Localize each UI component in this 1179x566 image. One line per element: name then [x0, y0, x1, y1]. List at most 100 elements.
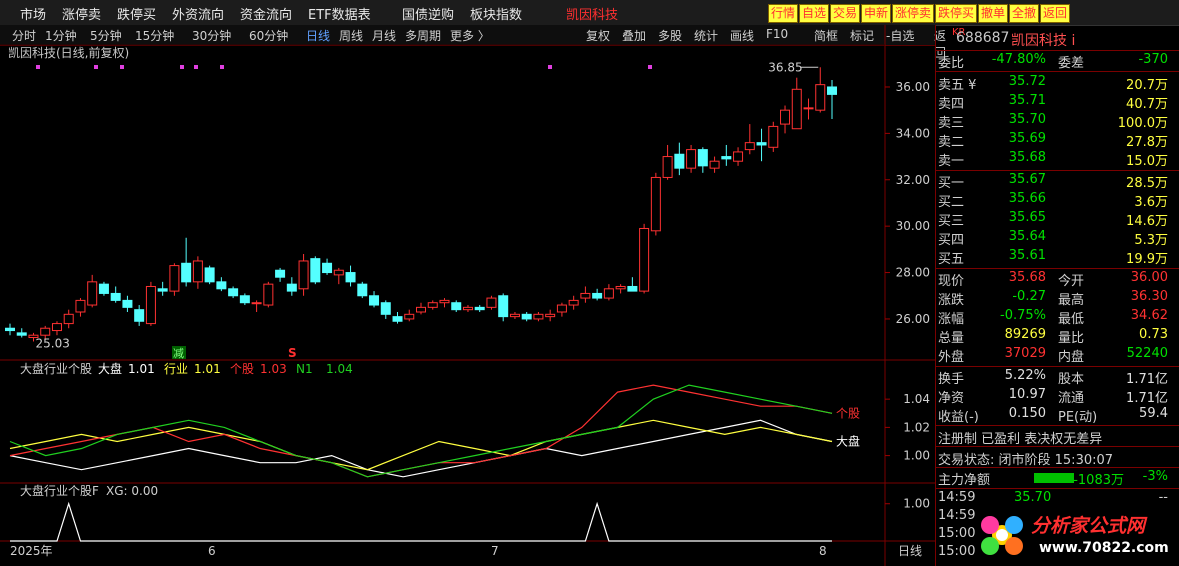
quote-row: 总量 89269 量比 0.73: [936, 327, 1172, 346]
menu-button[interactable]: 涨停卖: [892, 4, 935, 23]
book-price: 35.61: [1008, 248, 1046, 263]
period-tab[interactable]: 30分钟: [192, 29, 232, 43]
tool-button[interactable]: 叠加: [622, 29, 647, 43]
quote-row: 卖一 35.68 15.0万: [936, 150, 1172, 169]
field-label: 今开: [1058, 274, 1085, 289]
stock-code: 688687: [956, 30, 1010, 46]
period-tab[interactable]: 更多 〉: [450, 29, 490, 43]
quote-row: 净资 10.97 流通 1.71亿: [936, 387, 1172, 406]
tick-time: 15:00: [938, 544, 976, 559]
period-tab[interactable]: 1分钟: [45, 29, 77, 43]
tool-button[interactable]: 统计: [694, 29, 719, 43]
field-value: 37029: [1004, 346, 1046, 361]
menu-item[interactable]: 市场: [20, 8, 47, 23]
y-tick-label: 26.00: [896, 312, 930, 326]
field-label: 现价: [938, 274, 965, 289]
stock-name: 凯因科技 i: [1011, 33, 1076, 49]
candle-body: [380, 302, 391, 315]
book-volume: 28.5万: [1126, 176, 1168, 191]
menu-button[interactable]: 申新: [861, 4, 892, 23]
period-tab[interactable]: 日线: [306, 29, 331, 43]
book-price: 35.66: [1008, 191, 1046, 206]
menu-button[interactable]: 自选: [799, 4, 830, 23]
menu-button[interactable]: 撤单: [978, 4, 1009, 23]
menu-item[interactable]: 资金流向: [240, 8, 293, 23]
field-value: 59.4: [1139, 406, 1168, 421]
menu-item[interactable]: 国债逆购: [402, 8, 455, 23]
field-label: 最高: [1058, 293, 1085, 308]
marker-dot: [180, 65, 184, 69]
period-tab[interactable]: 多周期: [405, 29, 442, 43]
tool-button[interactable]: 复权: [586, 29, 611, 43]
field-value: -1083万: [1073, 473, 1124, 488]
tool-button[interactable]: 标记: [850, 29, 875, 43]
menu-button[interactable]: 行情: [768, 4, 799, 23]
book-label: 买一: [938, 176, 965, 191]
menu-item[interactable]: 板块指数: [470, 8, 523, 23]
quote-row: 卖四 35.71 40.7万: [936, 93, 1172, 112]
tool-button[interactable]: 简框: [814, 29, 839, 43]
book-volume: 14.6万: [1126, 214, 1168, 229]
x-tick-label: 6: [208, 544, 216, 558]
quote-row: 15:00: [936, 526, 1172, 545]
candle-body: [357, 283, 368, 297]
field-label: 委比: [938, 56, 965, 71]
marker-dot: [220, 65, 224, 69]
candle-body: [298, 260, 309, 290]
signal-badge: [172, 346, 186, 359]
candle-body: [556, 304, 567, 313]
chart-title: 凯因科技(日线,前复权): [8, 45, 129, 60]
y-tick-label: 1.02: [903, 420, 930, 434]
field-value: 10.97: [1008, 387, 1046, 402]
book-label: 卖三: [938, 116, 965, 131]
watermark-url: www.70822.com: [1039, 540, 1169, 556]
tick-time: 14:59: [938, 508, 976, 523]
period-tab[interactable]: 15分钟: [135, 29, 175, 43]
period-tab[interactable]: 分时: [12, 29, 37, 43]
menu-item[interactable]: 跌停买: [117, 8, 157, 23]
field-value: 0.73: [1139, 327, 1168, 342]
period-tab[interactable]: 5分钟: [90, 29, 122, 43]
field-value: -3%: [1142, 469, 1168, 484]
candle-body: [239, 295, 250, 304]
tick-time: 15:00: [938, 526, 976, 541]
legend-name: N1: [296, 362, 313, 376]
tool-button[interactable]: 画线: [730, 29, 755, 43]
menu-button[interactable]: 跌停买: [935, 4, 978, 23]
period-tab[interactable]: 周线: [339, 29, 364, 43]
candle-body: [674, 153, 685, 169]
period-tab[interactable]: 60分钟: [249, 29, 289, 43]
marker-dot: [120, 65, 124, 69]
field-label: 换手: [938, 372, 965, 387]
quote-row: 买一 35.67 28.5万: [936, 172, 1172, 191]
field-value: -0.27: [1012, 289, 1046, 304]
tool-button[interactable]: 多股: [658, 29, 683, 43]
separator: [936, 446, 1179, 447]
legend-name: 大盘: [98, 361, 122, 376]
candle-body: [662, 156, 673, 178]
menu-button[interactable]: 返回: [1040, 4, 1071, 23]
tick-price: 35.70: [1014, 490, 1052, 505]
menu-item[interactable]: 涨停卖: [62, 8, 102, 23]
tool-button[interactable]: 返回: [934, 29, 947, 60]
y-tick-label: 1.04: [903, 392, 930, 406]
candle-body: [181, 262, 192, 283]
field-label: 流通: [1058, 391, 1085, 406]
field-value: 35.68: [1008, 270, 1046, 285]
candle-body: [404, 313, 415, 320]
menu-item[interactable]: ETF数据表: [308, 8, 371, 23]
marker-dot: [194, 65, 198, 69]
candle-body: [545, 313, 556, 318]
period-tab[interactable]: 月线: [372, 29, 397, 43]
tool-button[interactable]: F10: [766, 27, 789, 41]
menu-button[interactable]: 全撤: [1009, 4, 1040, 23]
legend-value: 1.04: [326, 362, 353, 376]
candle-body: [134, 309, 145, 322]
menu-item[interactable]: 外资流向: [172, 8, 225, 23]
candle-body: [392, 316, 403, 322]
field-value: -47.80%: [991, 52, 1046, 67]
tool-button[interactable]: -自选: [886, 29, 915, 43]
candle-body: [462, 306, 473, 311]
menu-button[interactable]: 交易: [830, 4, 861, 23]
